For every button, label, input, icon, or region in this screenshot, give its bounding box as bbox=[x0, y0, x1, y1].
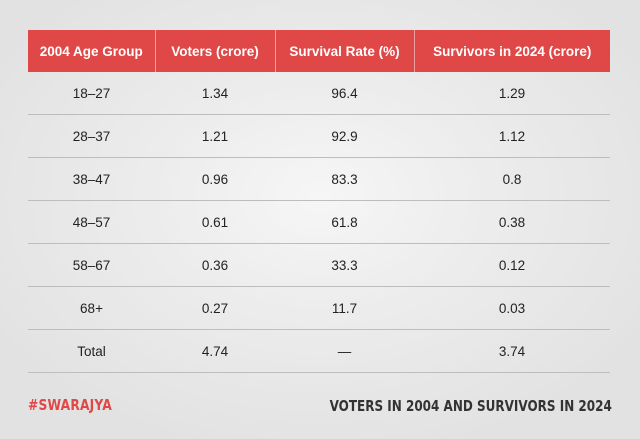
cell-survivors: 0.03 bbox=[414, 286, 610, 330]
cell-survival-rate: 33.3 bbox=[275, 243, 414, 287]
cell-survivors: 0.38 bbox=[414, 200, 610, 244]
cell-survivors: 1.12 bbox=[414, 114, 610, 158]
header-survival-rate: Survival Rate (%) bbox=[275, 30, 415, 72]
header-survivors: Survivors in 2024 (crore) bbox=[414, 30, 610, 72]
cell-age-group: 38–47 bbox=[28, 157, 155, 201]
table-row: 18–27 1.34 96.4 1.29 bbox=[28, 72, 610, 115]
cell-voters: 1.21 bbox=[155, 114, 275, 158]
cell-age-group: 28–37 bbox=[28, 114, 155, 158]
cell-survival-rate: 61.8 bbox=[275, 200, 414, 244]
cell-survival-rate: 11.7 bbox=[275, 286, 414, 330]
table-body: 18–27 1.34 96.4 1.29 28–37 1.21 92.9 1.1… bbox=[28, 72, 610, 373]
brand-logo: #SWARAJYA bbox=[28, 396, 112, 414]
header-row: 2004 Age Group Voters (crore) Survival R… bbox=[28, 30, 610, 72]
cell-survival-rate: — bbox=[275, 329, 414, 373]
cell-survivors: 1.29 bbox=[414, 72, 610, 115]
footer-title: VOTERS IN 2004 AND SURVIVORS IN 2024 bbox=[329, 397, 612, 415]
cell-voters: 0.27 bbox=[155, 286, 275, 330]
cell-voters: 4.74 bbox=[155, 329, 275, 373]
cell-voters: 0.96 bbox=[155, 157, 275, 201]
table-row-total: Total 4.74 — 3.74 bbox=[28, 329, 610, 373]
cell-age-group: 18–27 bbox=[28, 72, 155, 115]
table-row: 38–47 0.96 83.3 0.8 bbox=[28, 157, 610, 201]
cell-voters: 0.36 bbox=[155, 243, 275, 287]
cell-age-group: 68+ bbox=[28, 286, 155, 330]
cell-voters: 1.34 bbox=[155, 72, 275, 115]
data-table: 2004 Age Group Voters (crore) Survival R… bbox=[28, 30, 610, 373]
header-voters: Voters (crore) bbox=[155, 30, 276, 72]
table-header: 2004 Age Group Voters (crore) Survival R… bbox=[28, 30, 610, 72]
cell-survivors: 3.74 bbox=[414, 329, 610, 373]
cell-age-group: 48–57 bbox=[28, 200, 155, 244]
table-row: 28–37 1.21 92.9 1.12 bbox=[28, 114, 610, 158]
cell-survival-rate: 92.9 bbox=[275, 114, 414, 158]
table-row: 48–57 0.61 61.8 0.38 bbox=[28, 200, 610, 244]
table-row: 58–67 0.36 33.3 0.12 bbox=[28, 243, 610, 287]
cell-survival-rate: 83.3 bbox=[275, 157, 414, 201]
table-row: 68+ 0.27 11.7 0.03 bbox=[28, 286, 610, 330]
cell-survival-rate: 96.4 bbox=[275, 72, 414, 115]
cell-survivors: 0.12 bbox=[414, 243, 610, 287]
cell-age-group: Total bbox=[28, 329, 155, 373]
cell-age-group: 58–67 bbox=[28, 243, 155, 287]
cell-survivors: 0.8 bbox=[414, 157, 610, 201]
header-age-group: 2004 Age Group bbox=[28, 30, 156, 72]
cell-voters: 0.61 bbox=[155, 200, 275, 244]
